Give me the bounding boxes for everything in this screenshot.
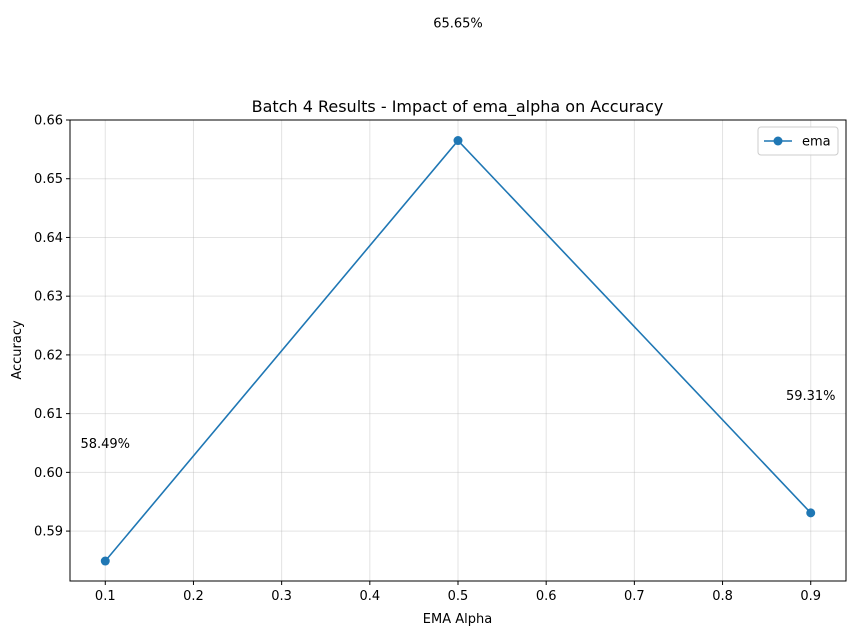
legend-label: ema bbox=[802, 135, 831, 150]
series-layer bbox=[100, 136, 816, 566]
y-axis-ticks: 0.59 0.60 0.61 0.62 0.63 0.64 0.65 0.66 bbox=[34, 114, 70, 540]
y-tick-label: 0.59 bbox=[34, 525, 63, 540]
data-label: 58.49% bbox=[80, 437, 130, 452]
x-tick-label: 0.7 bbox=[624, 589, 645, 604]
x-tick-label: 0.2 bbox=[183, 589, 204, 604]
x-tick-label: 0.1 bbox=[95, 589, 116, 604]
y-tick-label: 0.62 bbox=[34, 348, 63, 363]
y-tick-label: 0.63 bbox=[34, 290, 63, 305]
x-tick-label: 0.4 bbox=[359, 589, 380, 604]
chart-title: Batch 4 Results - Impact of ema_alpha on… bbox=[252, 97, 664, 117]
x-tick-label: 0.5 bbox=[448, 589, 469, 604]
legend-marker bbox=[773, 136, 783, 146]
data-label: 59.31% bbox=[786, 389, 836, 404]
y-tick-label: 0.66 bbox=[34, 114, 63, 129]
grid bbox=[70, 119, 846, 581]
x-tick-label: 0.6 bbox=[536, 589, 557, 604]
y-tick-label: 0.64 bbox=[34, 231, 63, 246]
legend-box bbox=[757, 126, 839, 156]
y-axis-label: Accuracy bbox=[10, 320, 25, 380]
data-point bbox=[100, 556, 110, 566]
data-point bbox=[806, 508, 816, 518]
x-axis-label: EMA Alpha bbox=[423, 612, 492, 627]
x-tick-label: 0.9 bbox=[800, 589, 821, 604]
x-tick-label: 0.3 bbox=[271, 589, 292, 604]
y-tick-label: 0.60 bbox=[34, 466, 63, 481]
x-tick-label: 0.8 bbox=[712, 589, 733, 604]
y-tick-label: 0.61 bbox=[34, 407, 63, 422]
x-axis-ticks: 0.1 0.2 0.3 0.4 0.5 0.6 0.7 0.8 0.9 bbox=[95, 581, 821, 604]
data-label: 65.65% bbox=[433, 17, 483, 32]
annotations: 58.49% 65.65% 59.31% bbox=[80, 17, 835, 452]
data-point bbox=[453, 136, 463, 146]
legend: ema bbox=[757, 126, 839, 156]
y-tick-label: 0.65 bbox=[34, 172, 63, 187]
